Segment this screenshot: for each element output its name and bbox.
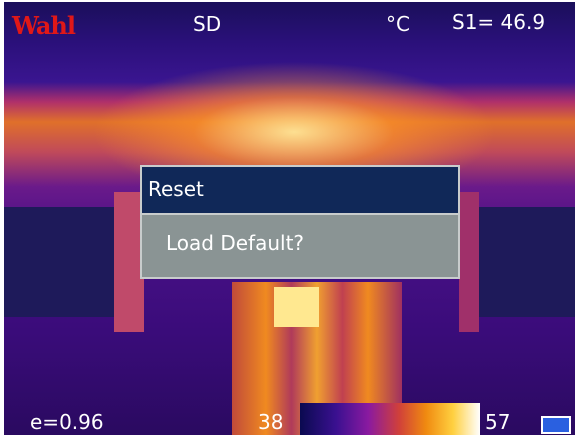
- spot-reading: S1= 46.9: [452, 10, 546, 34]
- battery-icon: [541, 416, 571, 434]
- thermal-region: [4, 207, 114, 317]
- brand-logo: Wahl: [12, 11, 76, 40]
- thermal-region: [459, 192, 479, 332]
- thermal-hotspot: [274, 287, 319, 327]
- scale-max: 57: [485, 410, 511, 434]
- thermal-region: [474, 207, 575, 317]
- reset-dialog: Reset Load Default?: [140, 165, 460, 279]
- dialog-title: Reset: [142, 167, 458, 215]
- scale-min: 38: [258, 410, 284, 434]
- color-palette-bar: [300, 403, 480, 435]
- thermal-image: [4, 2, 575, 435]
- thermal-region: [114, 192, 144, 332]
- unit-indicator: °C: [386, 12, 410, 36]
- dialog-message[interactable]: Load Default?: [166, 231, 305, 255]
- storage-indicator: SD: [193, 12, 222, 36]
- emissivity: e=0.96: [30, 410, 104, 434]
